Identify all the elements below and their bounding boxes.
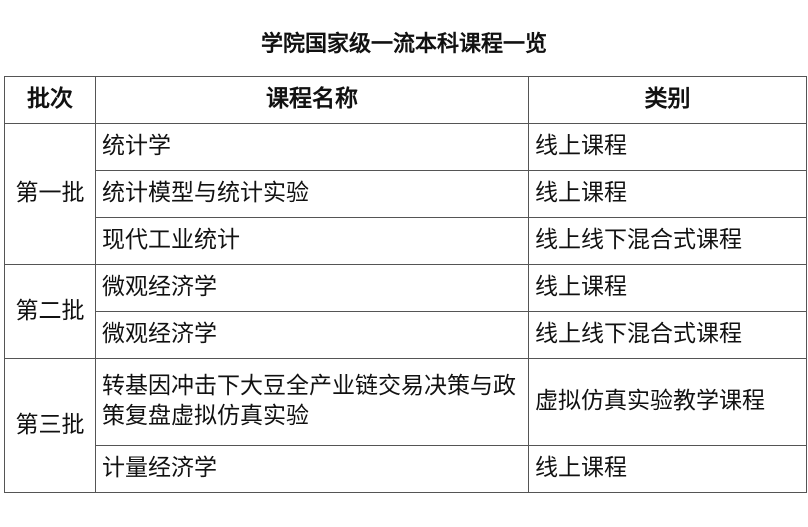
table-row: 第一批 统计学 线上课程	[4, 123, 807, 265]
type-cell: 线上线下混合式课程	[528, 311, 807, 359]
table-row: 计量经济学 线上课程	[5, 445, 807, 493]
table-row: 第三批 转基因冲击下大豆全产业链交易决策与政策复盘虚拟仿真实验 虚拟仿真实验教学…	[4, 358, 807, 493]
type-cell: 线上课程	[528, 445, 807, 493]
table-row: 统计模型与统计实验 线上课程	[5, 170, 807, 218]
course-cell: 计量经济学	[95, 445, 529, 493]
table-header: 批次 课程名称 类别	[4, 76, 807, 124]
batch-cell: 第三批	[4, 358, 96, 493]
course-cell: 微观经济学	[95, 311, 529, 359]
table-row: 现代工业统计 线上线下混合式课程	[5, 217, 807, 265]
batch-cell: 第二批	[4, 264, 96, 359]
course-cell: 统计模型与统计实验	[95, 170, 529, 218]
course-cell: 微观经济学	[95, 264, 529, 312]
header-batch: 批次	[4, 76, 96, 124]
page-title: 学院国家级一流本科课程一览	[260, 32, 547, 57]
header-type: 类别	[528, 76, 807, 124]
type-cell: 线上线下混合式课程	[528, 217, 807, 265]
table-row: 微观经济学 线上线下混合式课程	[5, 311, 807, 359]
course-table: 批次 课程名称 类别 第一批 统计学 线上课程 统计模型与统计实验 线上课程 现…	[4, 76, 807, 493]
type-cell: 线上课程	[528, 264, 807, 312]
batch-cell: 第一批	[4, 123, 96, 265]
type-cell: 线上课程	[528, 123, 807, 171]
course-cell: 转基因冲击下大豆全产业链交易决策与政策复盘虚拟仿真实验	[95, 358, 529, 446]
header-course: 课程名称	[95, 76, 529, 124]
type-cell: 虚拟仿真实验教学课程	[528, 358, 807, 446]
type-cell: 线上课程	[528, 170, 807, 218]
course-cell: 统计学	[95, 123, 529, 171]
course-cell: 现代工业统计	[95, 217, 529, 265]
table-row: 第二批 微观经济学 线上课程	[4, 264, 807, 359]
